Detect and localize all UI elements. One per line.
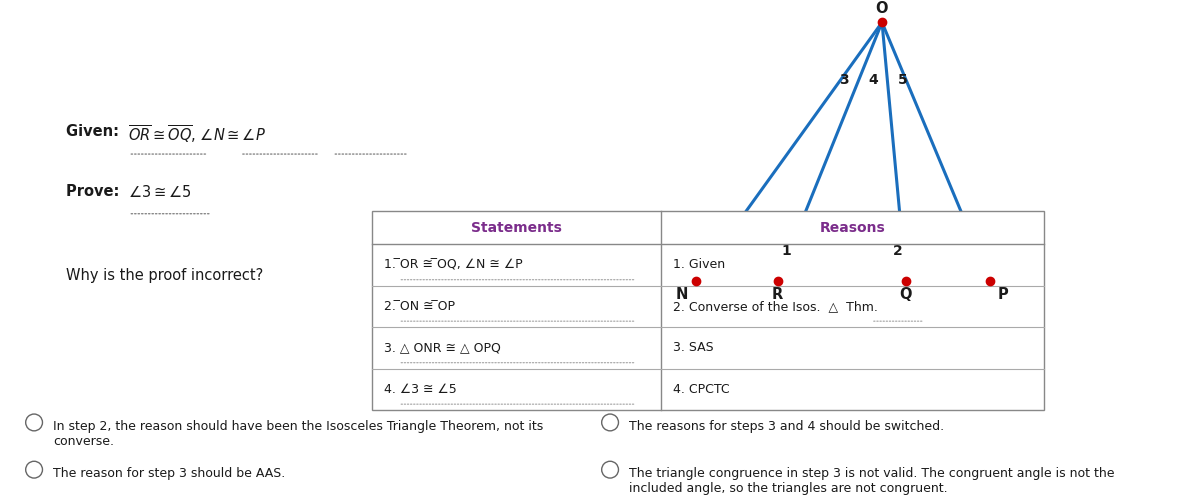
Text: In step 2, the reason should have been the Isosceles Triangle Theorem, not its
c: In step 2, the reason should have been t… bbox=[54, 420, 544, 448]
Text: $\overline{OR} \cong \overline{OQ}$, $\angle N \cong \angle P$: $\overline{OR} \cong \overline{OQ}$, $\a… bbox=[128, 124, 266, 147]
Text: Q: Q bbox=[900, 287, 912, 302]
FancyBboxPatch shape bbox=[372, 211, 1044, 410]
Text: N: N bbox=[676, 287, 689, 302]
Text: 3: 3 bbox=[839, 73, 848, 86]
Text: 3. △ ONR ≅ △ OPQ: 3. △ ONR ≅ △ OPQ bbox=[384, 341, 500, 354]
Text: The triangle congruence in step 3 is not valid. The congruent angle is not the
i: The triangle congruence in step 3 is not… bbox=[629, 467, 1115, 495]
Text: 1. ̅OR ≅ ̅OQ, ∠N ≅ ∠P: 1. ̅OR ≅ ̅OQ, ∠N ≅ ∠P bbox=[384, 258, 523, 271]
Text: Why is the proof incorrect?: Why is the proof incorrect? bbox=[66, 268, 263, 283]
Text: 4: 4 bbox=[869, 73, 878, 86]
Text: P: P bbox=[997, 287, 1008, 302]
Text: 2. ̅ON ≅ ̅OP: 2. ̅ON ≅ ̅OP bbox=[384, 300, 455, 313]
Text: The reasons for steps 3 and 4 should be switched.: The reasons for steps 3 and 4 should be … bbox=[629, 420, 944, 433]
Text: 3. SAS: 3. SAS bbox=[673, 341, 714, 354]
Text: Given:: Given: bbox=[66, 124, 124, 139]
Text: 5: 5 bbox=[898, 73, 907, 86]
Text: Statements: Statements bbox=[472, 221, 562, 235]
Text: 1: 1 bbox=[781, 244, 791, 258]
Text: Prove:: Prove: bbox=[66, 184, 125, 199]
Text: $\angle 3 \cong \angle 5$: $\angle 3 \cong \angle 5$ bbox=[128, 184, 192, 200]
Text: 4. ∠3 ≅ ∠5: 4. ∠3 ≅ ∠5 bbox=[384, 383, 457, 396]
Text: 1. Given: 1. Given bbox=[673, 258, 725, 271]
Text: O: O bbox=[876, 1, 888, 16]
Text: The reason for step 3 should be AAS.: The reason for step 3 should be AAS. bbox=[54, 467, 286, 480]
Text: 2. Converse of the Isos.  △  Thm.: 2. Converse of the Isos. △ Thm. bbox=[673, 300, 878, 313]
Text: 2: 2 bbox=[893, 244, 902, 258]
Text: R: R bbox=[772, 287, 784, 302]
Text: Reasons: Reasons bbox=[820, 221, 886, 235]
Text: 4. CPCTC: 4. CPCTC bbox=[673, 383, 730, 396]
